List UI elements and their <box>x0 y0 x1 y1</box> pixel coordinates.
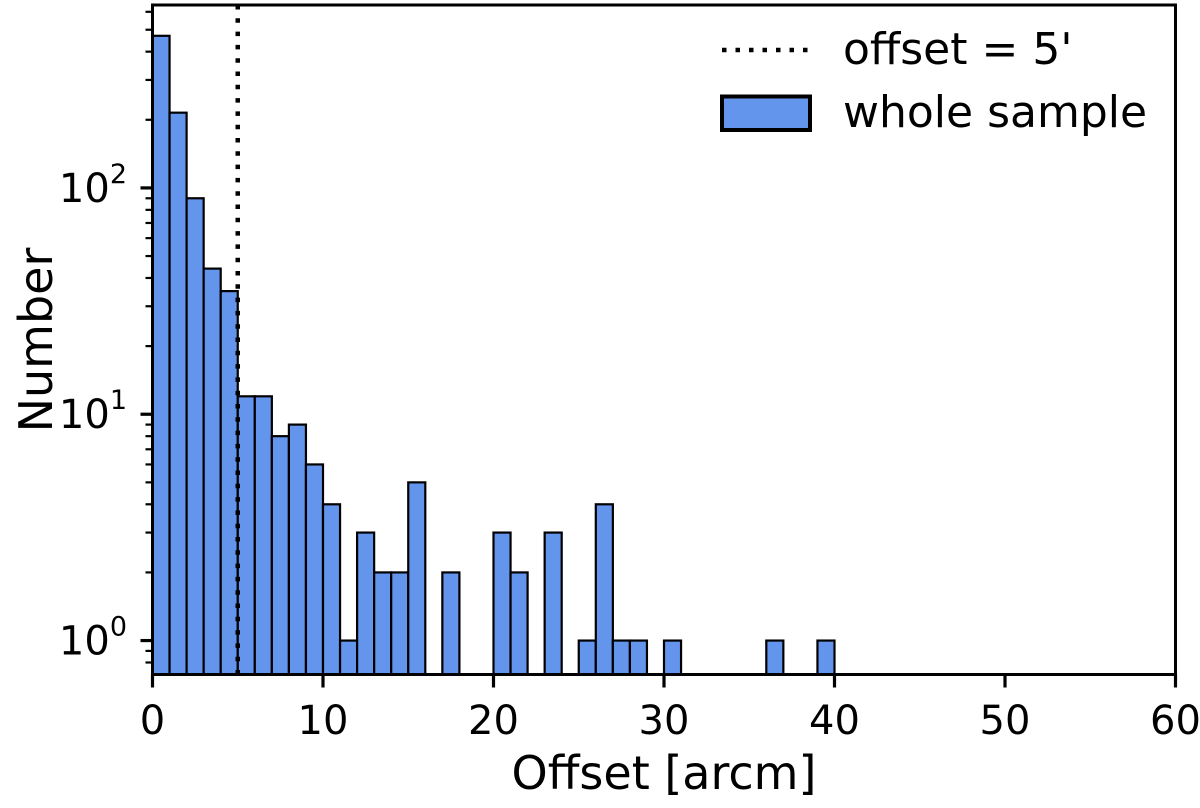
bars-layer <box>151 34 836 676</box>
x-axis-label: Offset [arcm] <box>512 746 817 800</box>
y-axis-tick-labels: 100 101 102 <box>59 159 127 665</box>
histogram-bar <box>202 267 222 676</box>
histogram-bar <box>219 290 239 676</box>
x-axis-ticks <box>150 674 1178 688</box>
histogram-bar <box>492 531 512 676</box>
y-axis-ticks <box>140 10 153 664</box>
histogram-bar <box>390 571 410 676</box>
histogram-bar <box>270 435 291 676</box>
histogram-bar <box>816 639 836 676</box>
x-axis-tick-labels: 0 10 20 30 40 50 60 <box>140 698 1200 744</box>
legend-patch-sample <box>720 94 812 132</box>
histogram-bar <box>373 571 393 676</box>
y-axis-tick-label: 101 <box>59 385 127 438</box>
histogram-bar <box>321 503 342 676</box>
histogram-bar <box>594 503 614 676</box>
histogram-bar <box>577 639 597 676</box>
legend: offset = 5' whole sample <box>720 24 1147 138</box>
y-axis-tick-label: 102 <box>59 159 127 212</box>
legend-label-series: whole sample <box>843 87 1147 138</box>
y-axis-label: Number <box>9 248 63 433</box>
x-axis-tick-label: 50 <box>980 698 1031 744</box>
histogram-bar <box>543 531 563 676</box>
histogram-bar <box>168 111 188 676</box>
x-axis-tick-label: 60 <box>1150 698 1200 744</box>
histogram-bar <box>185 197 205 676</box>
histogram-bar <box>509 571 529 676</box>
histogram-bar <box>151 34 171 676</box>
histogram-bar <box>628 639 649 676</box>
y-axis-tick-label: 100 <box>59 612 127 665</box>
histogram-bar <box>441 571 461 676</box>
legend-label-threshold: offset = 5' <box>843 24 1072 75</box>
x-axis-tick-label: 20 <box>468 698 519 744</box>
histogram-bar <box>338 639 359 676</box>
histogram-bar <box>287 423 308 676</box>
x-axis-tick-label: 0 <box>140 698 165 744</box>
histogram-bar <box>253 395 273 676</box>
x-axis-tick-label: 40 <box>809 698 860 744</box>
histogram-bar <box>304 463 325 676</box>
x-axis-tick-label: 30 <box>639 698 690 744</box>
histogram-bar <box>662 639 683 676</box>
histogram-bar <box>407 481 427 676</box>
histogram-bar <box>765 639 785 676</box>
histogram-bar <box>611 639 631 676</box>
x-axis-tick-label: 10 <box>298 698 349 744</box>
histogram-bar <box>236 395 256 676</box>
histogram-bar <box>356 531 376 676</box>
